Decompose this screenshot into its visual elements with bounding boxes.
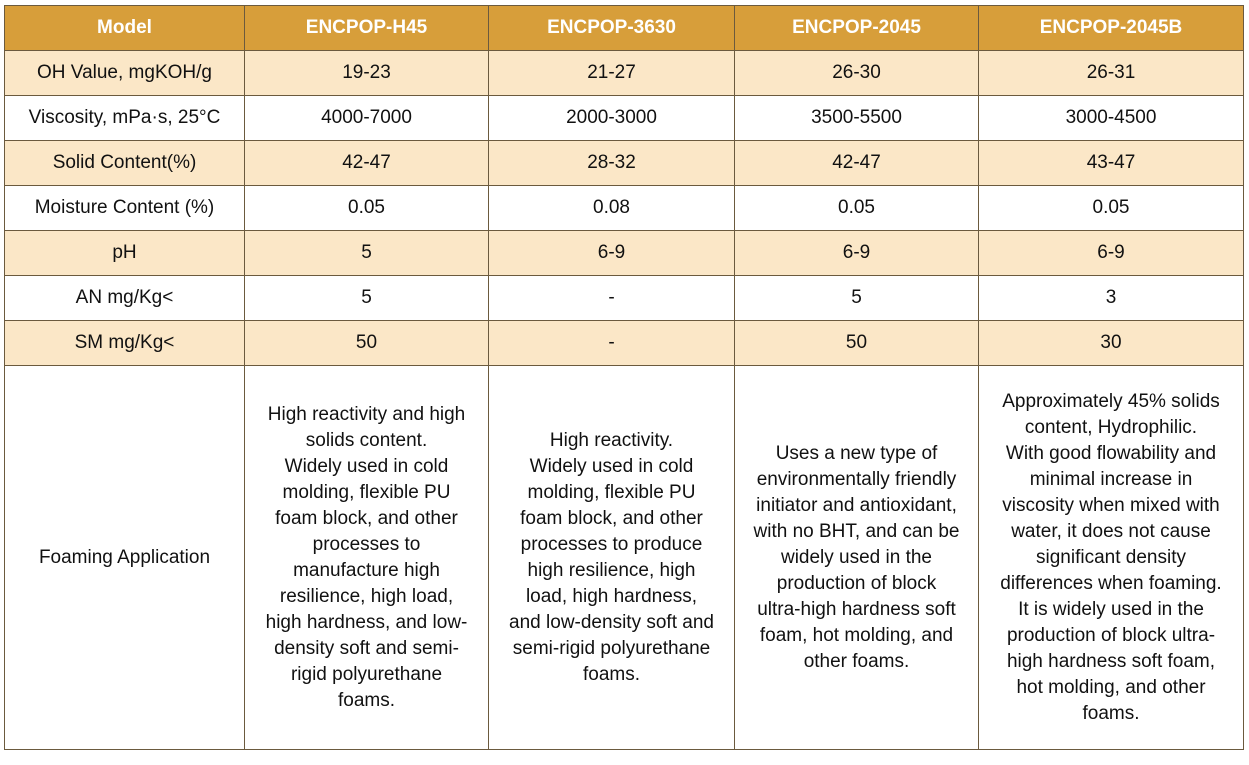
application-description: Approximately 45% solids content, Hydrop… bbox=[978, 365, 1244, 750]
table-cell: 5 bbox=[244, 275, 489, 321]
product-spec-table: Model ENCPOP-H45 ENCPOP-3630 ENCPOP-2045… bbox=[4, 5, 1244, 750]
header-encpop-3630: ENCPOP-3630 bbox=[488, 5, 735, 51]
table-cell: 28-32 bbox=[488, 140, 735, 186]
table-cell: 3000-4500 bbox=[978, 95, 1244, 141]
table-cell: 50 bbox=[734, 320, 979, 366]
header-encpop-2045: ENCPOP-2045 bbox=[734, 5, 979, 51]
row-solid-content: Solid Content(%) 42-47 28-32 42-47 43-47 bbox=[4, 140, 1244, 186]
table-cell: 3 bbox=[978, 275, 1244, 321]
table-cell: 5 bbox=[734, 275, 979, 321]
spec-table-container: Model ENCPOP-H45 ENCPOP-3630 ENCPOP-2045… bbox=[4, 5, 1244, 750]
table-cell: 43-47 bbox=[978, 140, 1244, 186]
table-cell: 42-47 bbox=[244, 140, 489, 186]
row-foaming-application: Foaming Application High reactivity and … bbox=[4, 365, 1244, 750]
row-label: Foaming Application bbox=[4, 365, 245, 750]
row-label: AN mg/Kg< bbox=[4, 275, 245, 321]
row-sm: SM mg/Kg< 50 - 50 30 bbox=[4, 320, 1244, 366]
row-label: SM mg/Kg< bbox=[4, 320, 245, 366]
table-cell: 26-31 bbox=[978, 50, 1244, 96]
table-cell: 6-9 bbox=[488, 230, 735, 276]
table-cell: 2000-3000 bbox=[488, 95, 735, 141]
row-label: Moisture Content (%) bbox=[4, 185, 245, 231]
table-cell: 30 bbox=[978, 320, 1244, 366]
table-cell: - bbox=[488, 275, 735, 321]
row-oh-value: OH Value, mgKOH/g 19-23 21-27 26-30 26-3… bbox=[4, 50, 1244, 96]
table-cell: 3500-5500 bbox=[734, 95, 979, 141]
header-encpop-h45: ENCPOP-H45 bbox=[244, 5, 489, 51]
application-description: High reactivity and high solids content.… bbox=[244, 365, 489, 750]
table-cell: 0.08 bbox=[488, 185, 735, 231]
row-label: pH bbox=[4, 230, 245, 276]
application-description: Uses a new type of environmentally frien… bbox=[734, 365, 979, 750]
header-encpop-2045b: ENCPOP-2045B bbox=[978, 5, 1244, 51]
table-cell: 4000-7000 bbox=[244, 95, 489, 141]
row-moisture-content: Moisture Content (%) 0.05 0.08 0.05 0.05 bbox=[4, 185, 1244, 231]
table-cell: 0.05 bbox=[244, 185, 489, 231]
row-label: Viscosity, mPa·s, 25°C bbox=[4, 95, 245, 141]
application-description: High reactivity. Widely used in cold mol… bbox=[488, 365, 735, 750]
table-cell: 42-47 bbox=[734, 140, 979, 186]
table-cell: 6-9 bbox=[734, 230, 979, 276]
table-cell: 5 bbox=[244, 230, 489, 276]
row-ph: pH 5 6-9 6-9 6-9 bbox=[4, 230, 1244, 276]
row-label: OH Value, mgKOH/g bbox=[4, 50, 245, 96]
row-viscosity: Viscosity, mPa·s, 25°C 4000-7000 2000-30… bbox=[4, 95, 1244, 141]
table-cell: 26-30 bbox=[734, 50, 979, 96]
table-cell: 19-23 bbox=[244, 50, 489, 96]
table-cell: 6-9 bbox=[978, 230, 1244, 276]
row-an: AN mg/Kg< 5 - 5 3 bbox=[4, 275, 1244, 321]
table-cell: - bbox=[488, 320, 735, 366]
table-cell: 50 bbox=[244, 320, 489, 366]
table-cell: 21-27 bbox=[488, 50, 735, 96]
header-row: Model ENCPOP-H45 ENCPOP-3630 ENCPOP-2045… bbox=[4, 5, 1244, 51]
row-label: Solid Content(%) bbox=[4, 140, 245, 186]
table-cell: 0.05 bbox=[978, 185, 1244, 231]
table-cell: 0.05 bbox=[734, 185, 979, 231]
header-model: Model bbox=[4, 5, 245, 51]
